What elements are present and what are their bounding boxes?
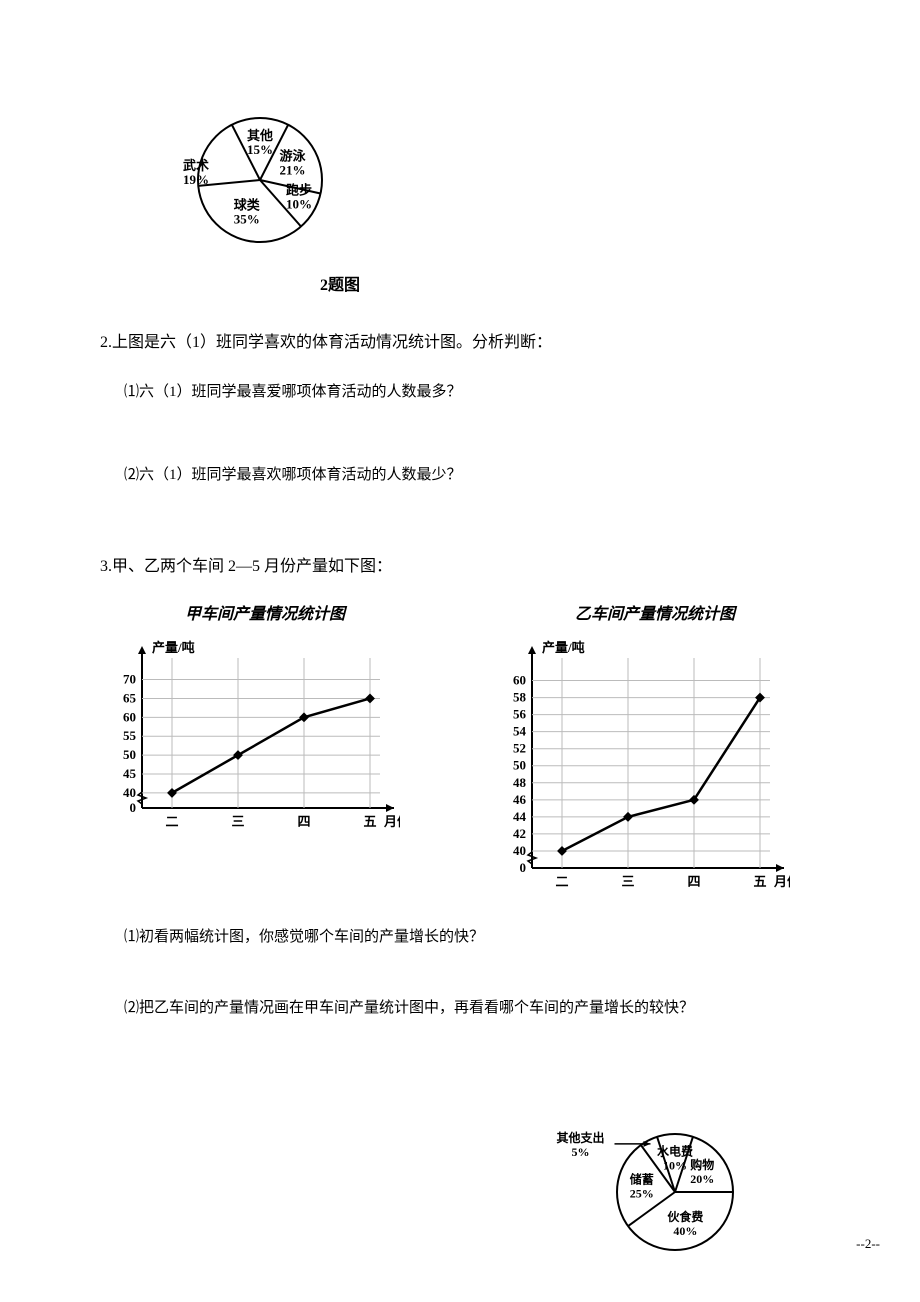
charts-row: 甲车间产量情况统计图 040455055606570二三四五月份产量/吨 乙车间… [100, 600, 820, 901]
svg-text:购物: 购物 [690, 1157, 714, 1172]
svg-text:55: 55 [123, 728, 137, 743]
svg-text:月份: 月份 [383, 814, 400, 829]
svg-text:二: 二 [555, 874, 568, 889]
svg-text:0: 0 [520, 860, 527, 875]
svg-text:产量/吨: 产量/吨 [542, 640, 585, 655]
svg-text:15%: 15% [247, 142, 273, 157]
question-3: 3.甲、乙两个车间 2—5 月份产量如下图： 甲车间产量情况统计图 040455… [100, 552, 820, 1017]
svg-text:其他支出: 其他支出 [556, 1130, 604, 1145]
svg-text:球类: 球类 [234, 197, 261, 212]
svg-text:35%: 35% [234, 211, 260, 226]
svg-text:三: 三 [621, 874, 634, 889]
svg-text:20%: 20% [690, 1172, 714, 1186]
svg-text:40: 40 [123, 785, 136, 800]
svg-text:45: 45 [123, 766, 137, 781]
svg-text:五: 五 [753, 874, 766, 889]
svg-text:游泳: 游泳 [280, 149, 307, 164]
question-3-sub1: ⑴初看两幅统计图，你感觉哪个车间的产量增长的快？ [124, 925, 820, 946]
svg-text:19%: 19% [183, 172, 209, 187]
pie-chart-expenses-svg: 水电费10%购物20%伙食费40%储蓄25%其他支出5% [530, 1117, 760, 1267]
chart-b-title: 乙车间产量情况统计图 [490, 600, 820, 624]
svg-text:25%: 25% [630, 1187, 654, 1201]
question-3-sub2: ⑵把乙车间的产量情况画在甲车间产量统计图中，再看看哪个车间的产量增长的较快？ [124, 996, 820, 1017]
svg-text:52: 52 [513, 741, 526, 756]
pie-chart-expenses: 水电费10%购物20%伙食费40%储蓄25%其他支出5% [530, 1117, 760, 1272]
svg-text:储蓄: 储蓄 [630, 1172, 654, 1187]
chart-a-box: 甲车间产量情况统计图 040 45 50 55 60 65 70 二 三 四 五月份 产量/吨 [100, 600, 430, 901]
question-2: 2.上图是六（1）班同学喜欢的体育活动情况统计图。分析判断： ⑴六（1）班同学最… [100, 325, 820, 492]
svg-text:60: 60 [123, 710, 136, 725]
svg-text:56: 56 [513, 707, 527, 722]
svg-text:44: 44 [513, 809, 527, 824]
svg-text:70: 70 [123, 672, 136, 687]
svg-text:46: 46 [513, 792, 527, 807]
svg-text:40%: 40% [673, 1224, 697, 1238]
svg-text:月份: 月份 [773, 874, 790, 889]
svg-text:65: 65 [123, 691, 137, 706]
question-2-sub2: ⑵六（1）班同学最喜欢哪项体育活动的人数最少？ [124, 459, 820, 492]
svg-text:40: 40 [513, 843, 526, 858]
svg-text:其他: 其他 [247, 128, 273, 143]
pie-chart-q2-caption: 2题图 [260, 271, 420, 295]
svg-text:48: 48 [513, 775, 527, 790]
svg-text:伙食费: 伙食费 [667, 1209, 703, 1224]
svg-text:54: 54 [513, 724, 527, 739]
svg-text:武术: 武术 [183, 158, 209, 173]
svg-text:二: 二 [165, 814, 178, 829]
question-2-sub1: ⑴六（1）班同学最喜爱哪项体育活动的人数最多？ [124, 376, 820, 409]
svg-text:42: 42 [513, 826, 526, 841]
svg-text:60: 60 [513, 673, 526, 688]
svg-text:10%: 10% [286, 196, 312, 211]
svg-text:0: 0 [130, 800, 137, 815]
pie-chart-q2-svg: 其他15% 游泳21% 跑步10% 球类35% 武术19% [180, 100, 340, 260]
svg-text:跑步: 跑步 [286, 182, 312, 197]
svg-text:58: 58 [513, 690, 527, 705]
svg-text:21%: 21% [280, 163, 306, 178]
svg-text:四: 四 [687, 874, 700, 889]
pie-chart-q2: 其他15% 游泳21% 跑步10% 球类35% 武术19% 2题图 [180, 100, 820, 295]
svg-text:产量/吨: 产量/吨 [152, 640, 195, 655]
question-2-intro: 2.上图是六（1）班同学喜欢的体育活动情况统计图。分析判断： [100, 325, 820, 360]
svg-text:5%: 5% [571, 1145, 589, 1159]
svg-text:50: 50 [513, 758, 526, 773]
chart-a-title: 甲车间产量情况统计图 [100, 600, 430, 624]
chart-b-box: 乙车间产量情况统计图 0 40 42 44 46 48 50 52 54 56 58 60 二 三 四 五月份… [490, 600, 820, 901]
svg-text:四: 四 [297, 814, 310, 829]
svg-text:50: 50 [123, 747, 136, 762]
chart-a-svg: 040 45 50 55 60 65 70 二 三 四 五月份 产量/吨 [100, 636, 400, 856]
page-number: --2-- [856, 1236, 880, 1252]
question-3-intro: 3.甲、乙两个车间 2—5 月份产量如下图： [100, 552, 820, 576]
svg-text:三: 三 [231, 814, 244, 829]
chart-b-svg: 0 40 42 44 46 48 50 52 54 56 58 60 二 三 四 五月份 产量/吨 [490, 636, 790, 896]
svg-text:五: 五 [363, 814, 376, 829]
